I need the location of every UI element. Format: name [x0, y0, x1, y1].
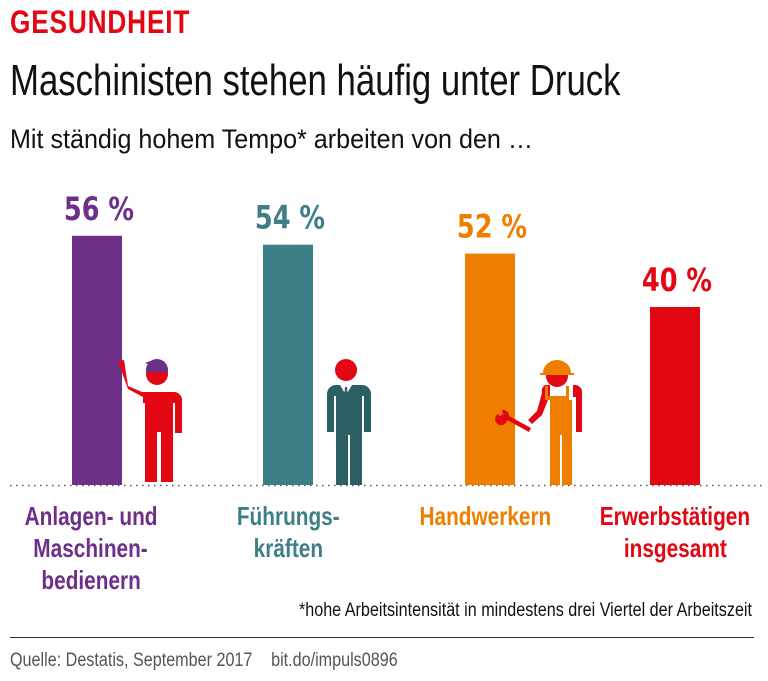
- category-label-line: Erwerbstätigen: [599, 501, 751, 531]
- source-line: Quelle: Destatis, September 2017 bit.do/i…: [10, 650, 466, 672]
- category-label-line: Handwerkern: [419, 501, 551, 531]
- bar: [72, 235, 122, 485]
- value-label: 56 %: [64, 190, 134, 228]
- machine-operator-figure-icon: [118, 359, 182, 482]
- category-label-line: bedienern: [41, 565, 141, 595]
- value-label: 54 %: [255, 199, 325, 237]
- source-label: Quelle:: [10, 650, 62, 671]
- category-label: Anlagen- und Maschinen-bedienern: [0, 500, 201, 596]
- category-label: Führungs-kräften: [178, 500, 398, 564]
- footnote: *hohe Arbeitsintensität in mindestens dr…: [298, 600, 752, 621]
- category-label-line: kräften: [253, 533, 323, 563]
- bar: [465, 253, 515, 485]
- category-label-line: Führungs-: [236, 501, 340, 531]
- bar: [650, 307, 700, 485]
- category-label-line: insgesamt: [623, 533, 727, 563]
- category-label-line: Maschinen-: [33, 533, 149, 563]
- category-label: Erwerbstätigen insgesamt: [565, 500, 768, 564]
- value-label: 40 %: [642, 261, 712, 299]
- section-kicker: GESUNDHEIT: [10, 4, 191, 40]
- chart-title: Maschinisten stehen häufig unter Druck: [10, 56, 621, 105]
- source-text: Destatis, September 2017: [65, 650, 253, 671]
- bar: [263, 244, 313, 485]
- craftsman-figure-icon: [495, 360, 582, 485]
- bar-chart: 56 % 54 % 52 % 40 %: [10, 190, 762, 487]
- footer-divider: [10, 637, 754, 638]
- chart-subtitle: Mit ständig hohem Tempo* arbeiten von de…: [10, 124, 533, 154]
- category-label-line: Anlagen- und: [24, 501, 158, 531]
- source-link[interactable]: bit.do/impuls0896: [271, 650, 398, 671]
- category-label: Handwerkern: [375, 500, 595, 532]
- manager-figure-icon: [327, 359, 371, 485]
- value-label: 52 %: [457, 208, 527, 246]
